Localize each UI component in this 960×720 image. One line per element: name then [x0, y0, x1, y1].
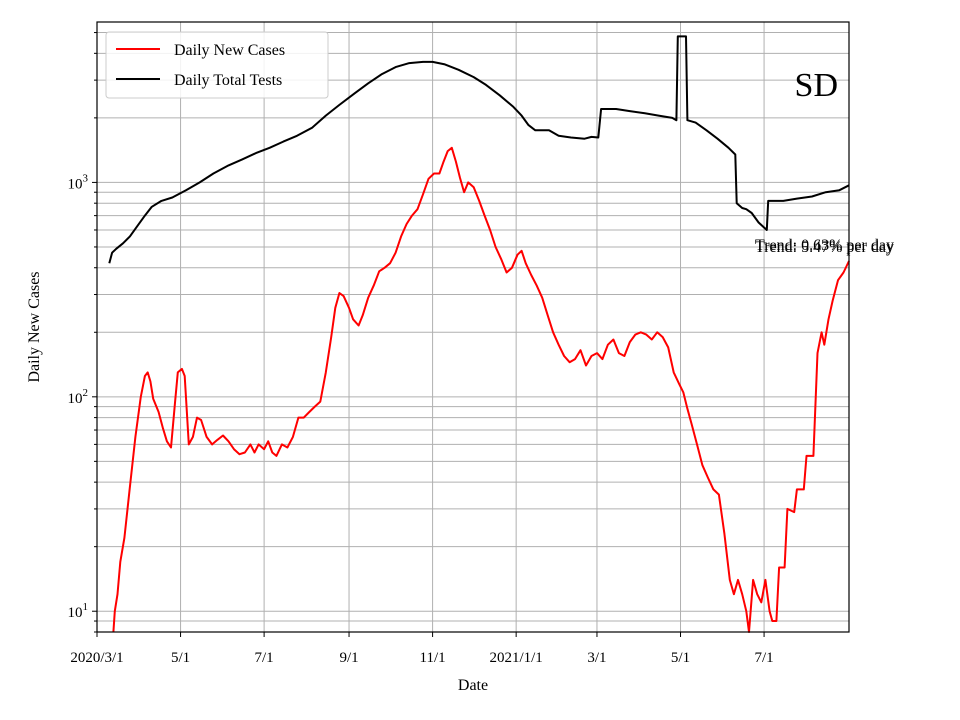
- y-axis-label: Daily New Cases: [26, 271, 43, 382]
- series-line-daily-total-tests: [108, 35, 850, 264]
- x-tick-label: 11/1: [420, 650, 446, 666]
- y-tick-label: 103: [68, 172, 89, 192]
- ticks: 2020/3/1 5/1 7/1 9/1 11/1 2021/1/1 3/1 5/1 7/1 10…: [68, 32, 774, 666]
- trend-label-2: Trend: 5.47% per day: [755, 239, 894, 256]
- plot-frame: [96, 21, 850, 633]
- y-tick-label: 101: [68, 601, 89, 621]
- legend-label-tests: Daily Total Tests: [174, 72, 282, 89]
- grid: [96, 22, 849, 633]
- x-axis-label: Date: [458, 677, 488, 694]
- legend-label-cases: Daily New Cases: [174, 42, 285, 59]
- x-tick-label: 3/1: [587, 650, 606, 666]
- state-label: SD: [795, 67, 838, 104]
- series-line-daily-new-cases: [112, 146, 850, 633]
- x-tick-label: 5/1: [671, 650, 690, 666]
- trend-label-1: Trend: 0.63% per day: [755, 237, 894, 254]
- x-tick-label: 5/1: [171, 650, 190, 666]
- x-tick-label: 9/1: [339, 650, 358, 666]
- x-tick-label: 2020/3/1: [70, 650, 123, 666]
- legend-box: [105, 31, 329, 99]
- x-tick-label: 7/1: [255, 650, 274, 666]
- y-tick-label: 102: [68, 387, 89, 407]
- x-tick-label: 7/1: [754, 650, 773, 666]
- legend: Daily New Cases Daily Total Tests: [105, 31, 329, 99]
- x-tick-label: 2021/1/1: [489, 650, 542, 666]
- series-layer: [108, 35, 850, 633]
